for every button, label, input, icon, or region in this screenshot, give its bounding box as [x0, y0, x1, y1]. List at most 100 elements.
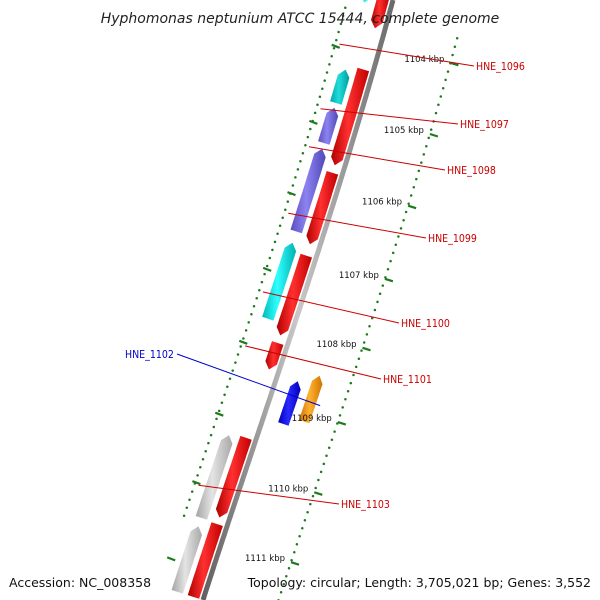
gene-label[interactable]: HNE_1097	[460, 119, 509, 131]
gene-label[interactable]: HNE_1101	[383, 374, 432, 386]
gc-dot	[273, 240, 277, 244]
gc-dot	[276, 232, 279, 236]
gc-dot	[402, 218, 405, 222]
gene-label[interactable]: HNE_1100	[401, 318, 450, 330]
gc-dot	[335, 38, 338, 42]
scale-tick-label: 1108 kbp	[316, 340, 356, 350]
gc-dot	[185, 506, 189, 510]
gc-dot	[258, 288, 261, 292]
gene-label[interactable]: HNE_1102	[125, 349, 174, 361]
gene-feature[interactable]	[171, 526, 202, 594]
gc-dot	[434, 111, 438, 115]
gc-dot	[427, 136, 430, 140]
gene-feature[interactable]	[187, 522, 223, 599]
scale-tick-label: 1110 kbp	[268, 484, 308, 494]
gc-dot	[441, 86, 445, 90]
gc-dot	[255, 296, 258, 300]
gc-dot	[284, 208, 287, 211]
gc-dot	[309, 502, 312, 506]
gene-label[interactable]: HNE_1096	[476, 61, 525, 73]
gene-feature[interactable]	[299, 375, 323, 424]
gc-dot	[386, 267, 390, 271]
gc-dot	[381, 284, 385, 287]
gc-dot	[344, 6, 347, 9]
gc-dot	[330, 55, 333, 58]
topology-text: Topology: circular; Length: 3,705,021 bp…	[247, 575, 591, 590]
gc-dot	[425, 144, 428, 148]
gc-dot	[207, 441, 210, 445]
scale-tick-minor	[309, 119, 318, 125]
gc-dot	[226, 385, 229, 388]
gc-dot	[338, 414, 342, 417]
gc-dot	[399, 227, 403, 230]
gc-dot	[357, 357, 361, 361]
gene-feature[interactable]	[371, 0, 389, 29]
gc-content-track	[182, 6, 459, 600]
gc-dot	[239, 345, 242, 348]
gc-dot	[234, 361, 237, 364]
gene-label[interactable]: HNE_1099	[428, 233, 477, 245]
gc-dot	[220, 401, 224, 405]
gc-dot	[236, 353, 240, 356]
gc-dot	[349, 381, 353, 385]
gc-dot	[201, 458, 205, 461]
gc-dot	[332, 46, 336, 50]
gene-callout-line	[288, 212, 427, 239]
scale-tick	[337, 421, 347, 426]
gc-dot	[231, 369, 234, 372]
gene-label[interactable]: HNE_1098	[447, 165, 496, 177]
gc-dot	[437, 103, 440, 107]
gc-dot	[250, 313, 253, 316]
gc-dot	[439, 95, 443, 98]
gc-dot	[298, 535, 301, 538]
scale-tick-minor	[166, 556, 176, 562]
gc-dot	[199, 466, 202, 469]
gene-label-track: HNE_1096 HNE_1097 HNE_1098 HNE_1099 HNE_1100…	[125, 43, 525, 511]
gc-dot	[285, 575, 288, 578]
gene-label[interactable]: HNE_1103	[341, 499, 390, 511]
gc-dot	[389, 259, 392, 263]
scale-tick	[450, 61, 459, 67]
gc-dot	[404, 210, 408, 214]
gc-dot	[268, 256, 272, 260]
gene-feature[interactable]	[215, 435, 252, 518]
gc-dot	[204, 449, 207, 453]
gene-feature[interactable]	[262, 242, 297, 321]
gene-feature[interactable]	[360, 0, 372, 3]
gc-dot	[313, 111, 317, 115]
gc-dot	[212, 425, 216, 429]
scale-tick-minor	[192, 480, 201, 486]
gene-callout-line	[339, 43, 475, 67]
gene-feature[interactable]	[330, 69, 350, 105]
gene-feature[interactable]	[276, 253, 312, 336]
gene-callout-line	[198, 484, 340, 505]
gene-feature[interactable]	[265, 341, 284, 370]
gc-dot	[330, 438, 334, 441]
gc-dot	[182, 514, 186, 518]
gc-dot	[322, 462, 326, 466]
gene-feature[interactable]	[195, 435, 233, 520]
gene-feature[interactable]	[306, 171, 339, 245]
gene-feature[interactable]	[290, 148, 326, 234]
accession-text: Accession: NC_008358	[9, 575, 151, 590]
gc-dot	[346, 389, 350, 393]
gc-dot	[344, 398, 347, 401]
gc-dot	[301, 526, 304, 530]
gc-dot	[325, 71, 329, 74]
gc-dot	[196, 474, 199, 477]
gc-dot	[287, 567, 291, 570]
gc-dot	[337, 30, 340, 34]
scale-tick-label: 1106 kbp	[362, 198, 402, 208]
gene-feature[interactable]	[278, 381, 301, 426]
gene-callout-line	[320, 108, 459, 125]
gene-feature[interactable]	[331, 67, 370, 166]
gc-dot	[244, 329, 248, 332]
gc-dot	[295, 543, 299, 546]
gc-dot	[341, 14, 345, 18]
gc-dot	[252, 305, 256, 308]
scale-tick	[407, 204, 417, 210]
gc-dot	[271, 248, 274, 252]
gc-dot	[215, 417, 218, 421]
gene-feature[interactable]	[318, 107, 339, 145]
